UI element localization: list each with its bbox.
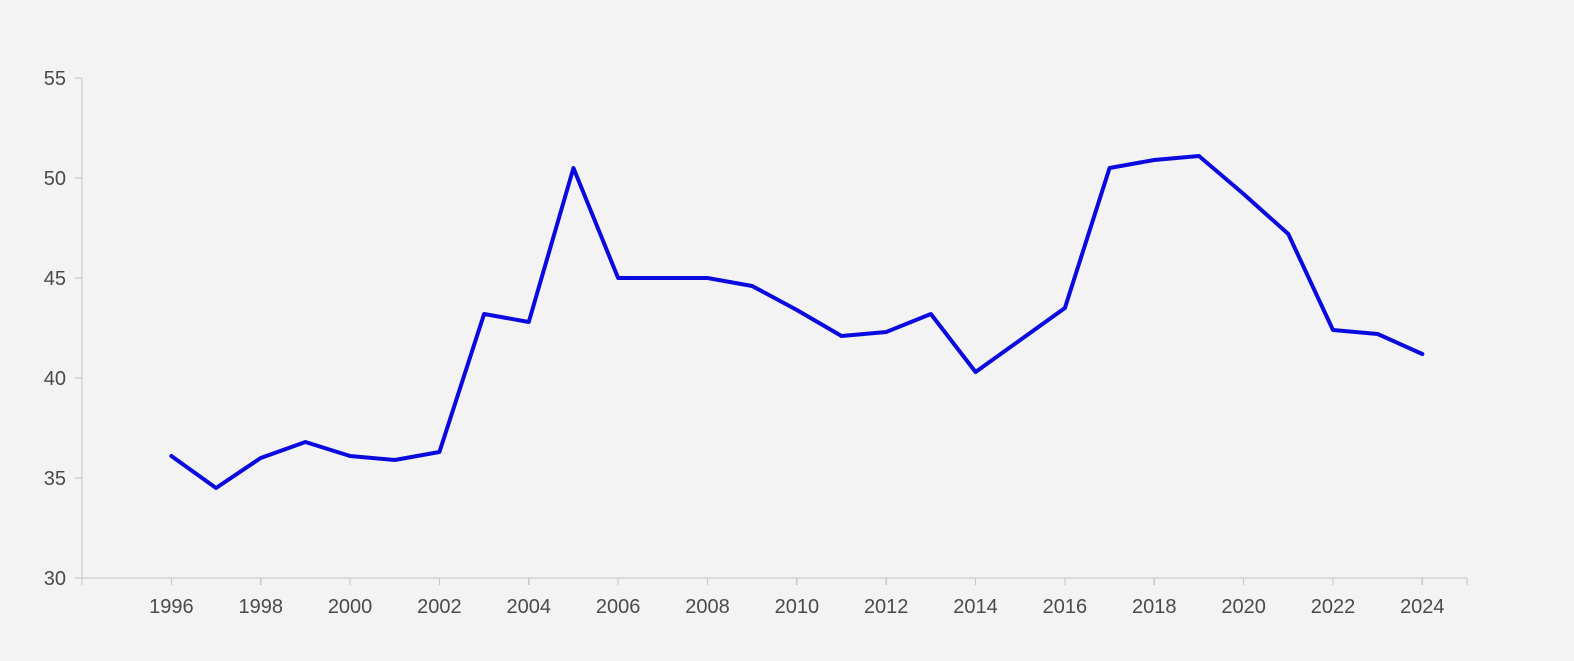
data-point — [1197, 154, 1201, 158]
data-point — [1063, 306, 1067, 310]
x-tick-label: 1998 — [238, 596, 283, 618]
data-point — [571, 166, 575, 170]
data-point — [1331, 328, 1335, 332]
data-point — [214, 486, 218, 490]
axes — [81, 78, 1468, 585]
x-tick-label: 2014 — [953, 596, 998, 618]
x-tick-label: 2008 — [685, 596, 730, 618]
x-tick-label: 2000 — [328, 596, 373, 618]
data-point — [929, 312, 933, 316]
y-tick-label: 55 — [44, 68, 66, 90]
x-tick-label: 2016 — [1043, 596, 1088, 618]
data-point — [482, 312, 486, 316]
data-point — [750, 284, 754, 288]
x-tick-label: 2022 — [1311, 596, 1356, 618]
data-point — [974, 370, 978, 374]
data-point — [884, 330, 888, 334]
data-point — [1376, 332, 1380, 336]
data-point — [437, 450, 441, 454]
data-point — [259, 456, 263, 460]
x-tick-label: 2010 — [775, 596, 820, 618]
data-point — [348, 454, 352, 458]
data-point — [1286, 232, 1290, 236]
data-point — [1018, 338, 1022, 342]
data-point — [169, 454, 173, 458]
x-tick-label: 2002 — [417, 596, 462, 618]
data-point — [527, 320, 531, 324]
y-tick-label: 45 — [44, 268, 66, 290]
data-point — [840, 334, 844, 338]
data-point — [1242, 192, 1246, 196]
x-tick-label: 2018 — [1132, 596, 1177, 618]
data-point — [393, 458, 397, 462]
y-tick-label: 40 — [44, 368, 66, 390]
x-tick-label: 2004 — [507, 596, 552, 618]
data-point — [303, 440, 307, 444]
data-point — [1108, 166, 1112, 170]
x-tick-label: 2006 — [596, 596, 641, 618]
x-tick-label: 1996 — [149, 596, 194, 618]
data-point — [661, 276, 665, 280]
x-tick-label: 2024 — [1400, 596, 1445, 618]
series-line — [169, 154, 1425, 490]
data-point — [616, 276, 620, 280]
data-point — [1152, 158, 1156, 162]
data-point — [705, 276, 709, 280]
ticks: 30 35 40 45 50 55 1996 1998 2000 2002 2004 2006 2008… — [44, 68, 1445, 618]
series — [169, 154, 1425, 490]
data-point — [1420, 352, 1424, 356]
x-tick-label: 2012 — [864, 596, 909, 618]
x-tick-label: 2020 — [1221, 596, 1266, 618]
y-tick-label: 50 — [44, 168, 66, 190]
y-tick-label: 35 — [44, 468, 66, 490]
y-tick-label: 30 — [44, 568, 66, 590]
data-point — [795, 308, 799, 312]
